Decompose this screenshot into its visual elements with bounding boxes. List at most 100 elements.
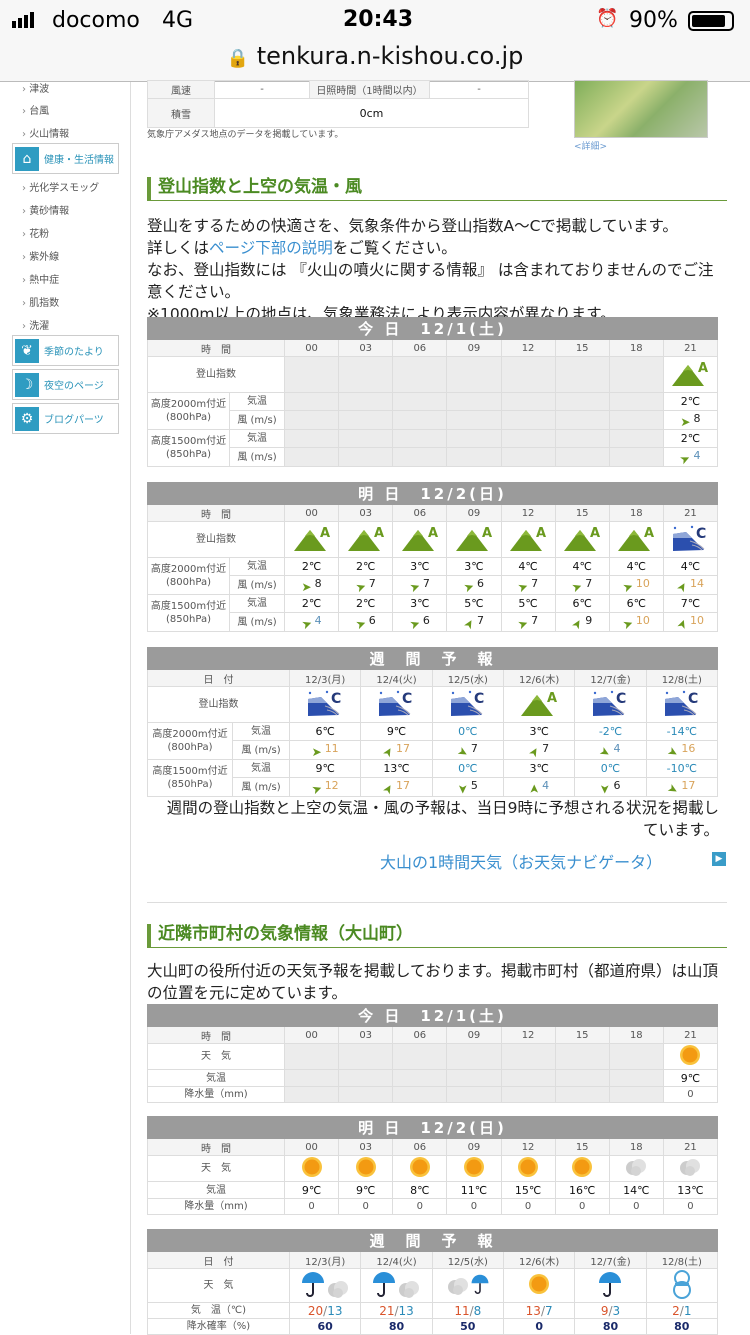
index-cell: A	[554, 521, 610, 558]
wind-direction-arrow-icon: ➤	[597, 742, 614, 760]
date-cell: 12/3(月)	[288, 1251, 362, 1269]
temp-cell: 0℃	[431, 759, 504, 778]
time-row: 日 付 12/3(月) 12/4(火) 12/5(水) 12/6(木) 12/7(金) 12…	[147, 669, 719, 687]
explanation-link[interactable]: ページ下部の説明	[209, 239, 333, 257]
wind-speed: 8	[314, 576, 322, 590]
wind-cell	[554, 410, 610, 430]
sidebar-box[interactable]: ⚙ ブログパーツ	[12, 403, 119, 434]
weather-cell	[608, 1043, 664, 1070]
sidebar-link[interactable]: 紫外線	[22, 248, 59, 263]
sidebar-link[interactable]: 花粉	[22, 225, 49, 240]
wind-cell: ➤5	[431, 777, 504, 797]
temp-cell	[608, 392, 664, 411]
url-bar[interactable]: 🔒 tenkura.n-kishou.co.jp	[0, 38, 750, 82]
precip-row: 降水量（mm) 0	[147, 1086, 719, 1103]
date-cell: 12/5(水)	[431, 1251, 504, 1269]
amedas-table: 風速 - 日照時間（1時間以内） - 積雪 0cm	[147, 80, 529, 128]
mountain-index-a-icon: A	[455, 526, 492, 551]
play-arrow-icon[interactable]: ▶	[712, 852, 726, 866]
sidebar-link[interactable]: 光化学スモッグ	[22, 179, 99, 194]
gear-icon: ⚙	[15, 406, 39, 431]
hourly-weather-link[interactable]: 大山の1時間天気（お天気ナビゲータ）	[380, 853, 663, 872]
weather-map-thumbnail[interactable]	[574, 80, 708, 138]
temp-cell: -10℃	[645, 759, 719, 778]
table-title: 今 日 12/1(土)	[147, 317, 718, 340]
date-cell: 12/7(金)	[574, 1251, 647, 1269]
precip-cell	[338, 1086, 394, 1103]
altitude-label: 高度1500m付近 (850hPa)	[147, 594, 230, 632]
sidebar-link[interactable]: 洗濯	[22, 317, 49, 332]
index-cell	[338, 356, 394, 393]
alarm-icon: ⏰	[596, 8, 619, 29]
time-cell: 18	[608, 339, 664, 357]
time-cell: 21	[662, 339, 719, 357]
wind-speed: 4	[314, 613, 322, 627]
sidebar-link[interactable]: 台風	[22, 102, 49, 117]
temp-cell: 2℃	[662, 392, 719, 411]
mountain-index-a-icon: A	[347, 526, 384, 551]
temp-row: 気 温（℃) 20/13 21/13 11/8 13/7 9/3 2/1	[147, 1302, 719, 1319]
wind-cell: ➤14	[662, 575, 719, 595]
weather-cell	[662, 1155, 719, 1182]
sidebar-box[interactable]: ❦ 季節のたより	[12, 335, 119, 366]
sidebar-category-health[interactable]: ⌂ 健康・生活情報	[12, 143, 119, 174]
time-label: 時 間	[147, 504, 285, 522]
sidebar-link[interactable]: 火山情報	[22, 125, 69, 140]
index-cell: A	[500, 521, 556, 558]
wind-direction-arrow-icon: ➤	[407, 615, 422, 632]
pressure: (800hPa)	[166, 412, 211, 423]
temp-cell: 3℃	[446, 557, 502, 576]
mountain-index-a-icon: A	[510, 526, 546, 551]
desc-line: をご覧ください。	[332, 239, 457, 257]
temp-cell	[392, 392, 448, 411]
sunshine-label: 日照時間（1時間以内）	[309, 80, 430, 99]
mountain-index-a-icon: A	[672, 361, 709, 386]
temp-cell	[392, 1069, 448, 1087]
temp-cell	[283, 1069, 340, 1087]
time-cell: 03	[338, 339, 394, 357]
temp-cell: 11℃	[446, 1181, 502, 1199]
temp-label: 気温	[229, 392, 285, 411]
temp-cell	[500, 429, 556, 448]
signal-icon	[12, 12, 34, 28]
temp-cell: 2℃	[283, 594, 340, 613]
weather-cell	[554, 1155, 610, 1182]
temp-cell: 4℃	[554, 557, 610, 576]
weekly-note: 週間の登山指数と上空の気温・風の予報は、当日9時に予想される状況を掲載しています…	[166, 799, 719, 839]
table-title-row: 今 日 12/1(土)	[147, 317, 718, 340]
weather-label: 天 気	[147, 1268, 290, 1303]
umbrella-icon	[302, 1272, 325, 1297]
temp-cell: 9℃	[288, 759, 362, 778]
wind-direction-arrow-icon: ➤	[515, 615, 531, 632]
time-cell: 15	[554, 339, 610, 357]
wind-cell: ➤ 11	[288, 740, 362, 760]
sidebar-link[interactable]: 熱中症	[22, 271, 59, 286]
weather-label: 天 気	[147, 1043, 285, 1070]
hourly-town-table: 明 日 12/2(日) 時 間 00 03 06 09 12 15 18 21 天 気気温 9℃ 9℃ 8…	[147, 1116, 719, 1215]
snow-value: 0cm	[214, 98, 529, 128]
altitude-label: 高度1500m付近 (850hPa)	[147, 759, 233, 797]
index-cell	[446, 356, 502, 393]
sidebar-link[interactable]: 黄砂情報	[22, 202, 69, 217]
section-heading-mountain: 登山指数と上空の気温・風	[147, 177, 727, 201]
wind-cell: ➤7	[500, 575, 556, 595]
wind-direction-arrow-icon: ➤	[460, 615, 478, 632]
wind-speed: 7	[422, 576, 430, 590]
wind-speed: 17	[396, 741, 411, 755]
detail-link[interactable]: <詳細>	[574, 142, 608, 152]
temp-cell: 15℃	[500, 1181, 556, 1199]
sidebar-link[interactable]: 津波	[22, 80, 49, 95]
high-temp: 2	[672, 1303, 680, 1318]
lock-icon: 🔒	[226, 48, 250, 69]
wind-row: 風 (m/s) ➤ 11 ➤17 ➤7 ➤7 ➤4 ➤16	[148, 740, 719, 760]
time-cell: 18	[608, 1026, 664, 1044]
wind-cell: ➤7	[431, 740, 504, 760]
temp-cell: 9℃	[360, 722, 433, 741]
wind-speed: 4	[693, 448, 701, 462]
table-title: 週 間 予 報	[147, 647, 718, 670]
sidebar-box[interactable]: ☽ 夜空のページ	[12, 369, 119, 400]
slash: /	[469, 1303, 474, 1318]
time-cell: 06	[392, 339, 448, 357]
sidebar-link[interactable]: 肌指数	[22, 294, 59, 309]
temp-label: 気温	[147, 1181, 285, 1199]
